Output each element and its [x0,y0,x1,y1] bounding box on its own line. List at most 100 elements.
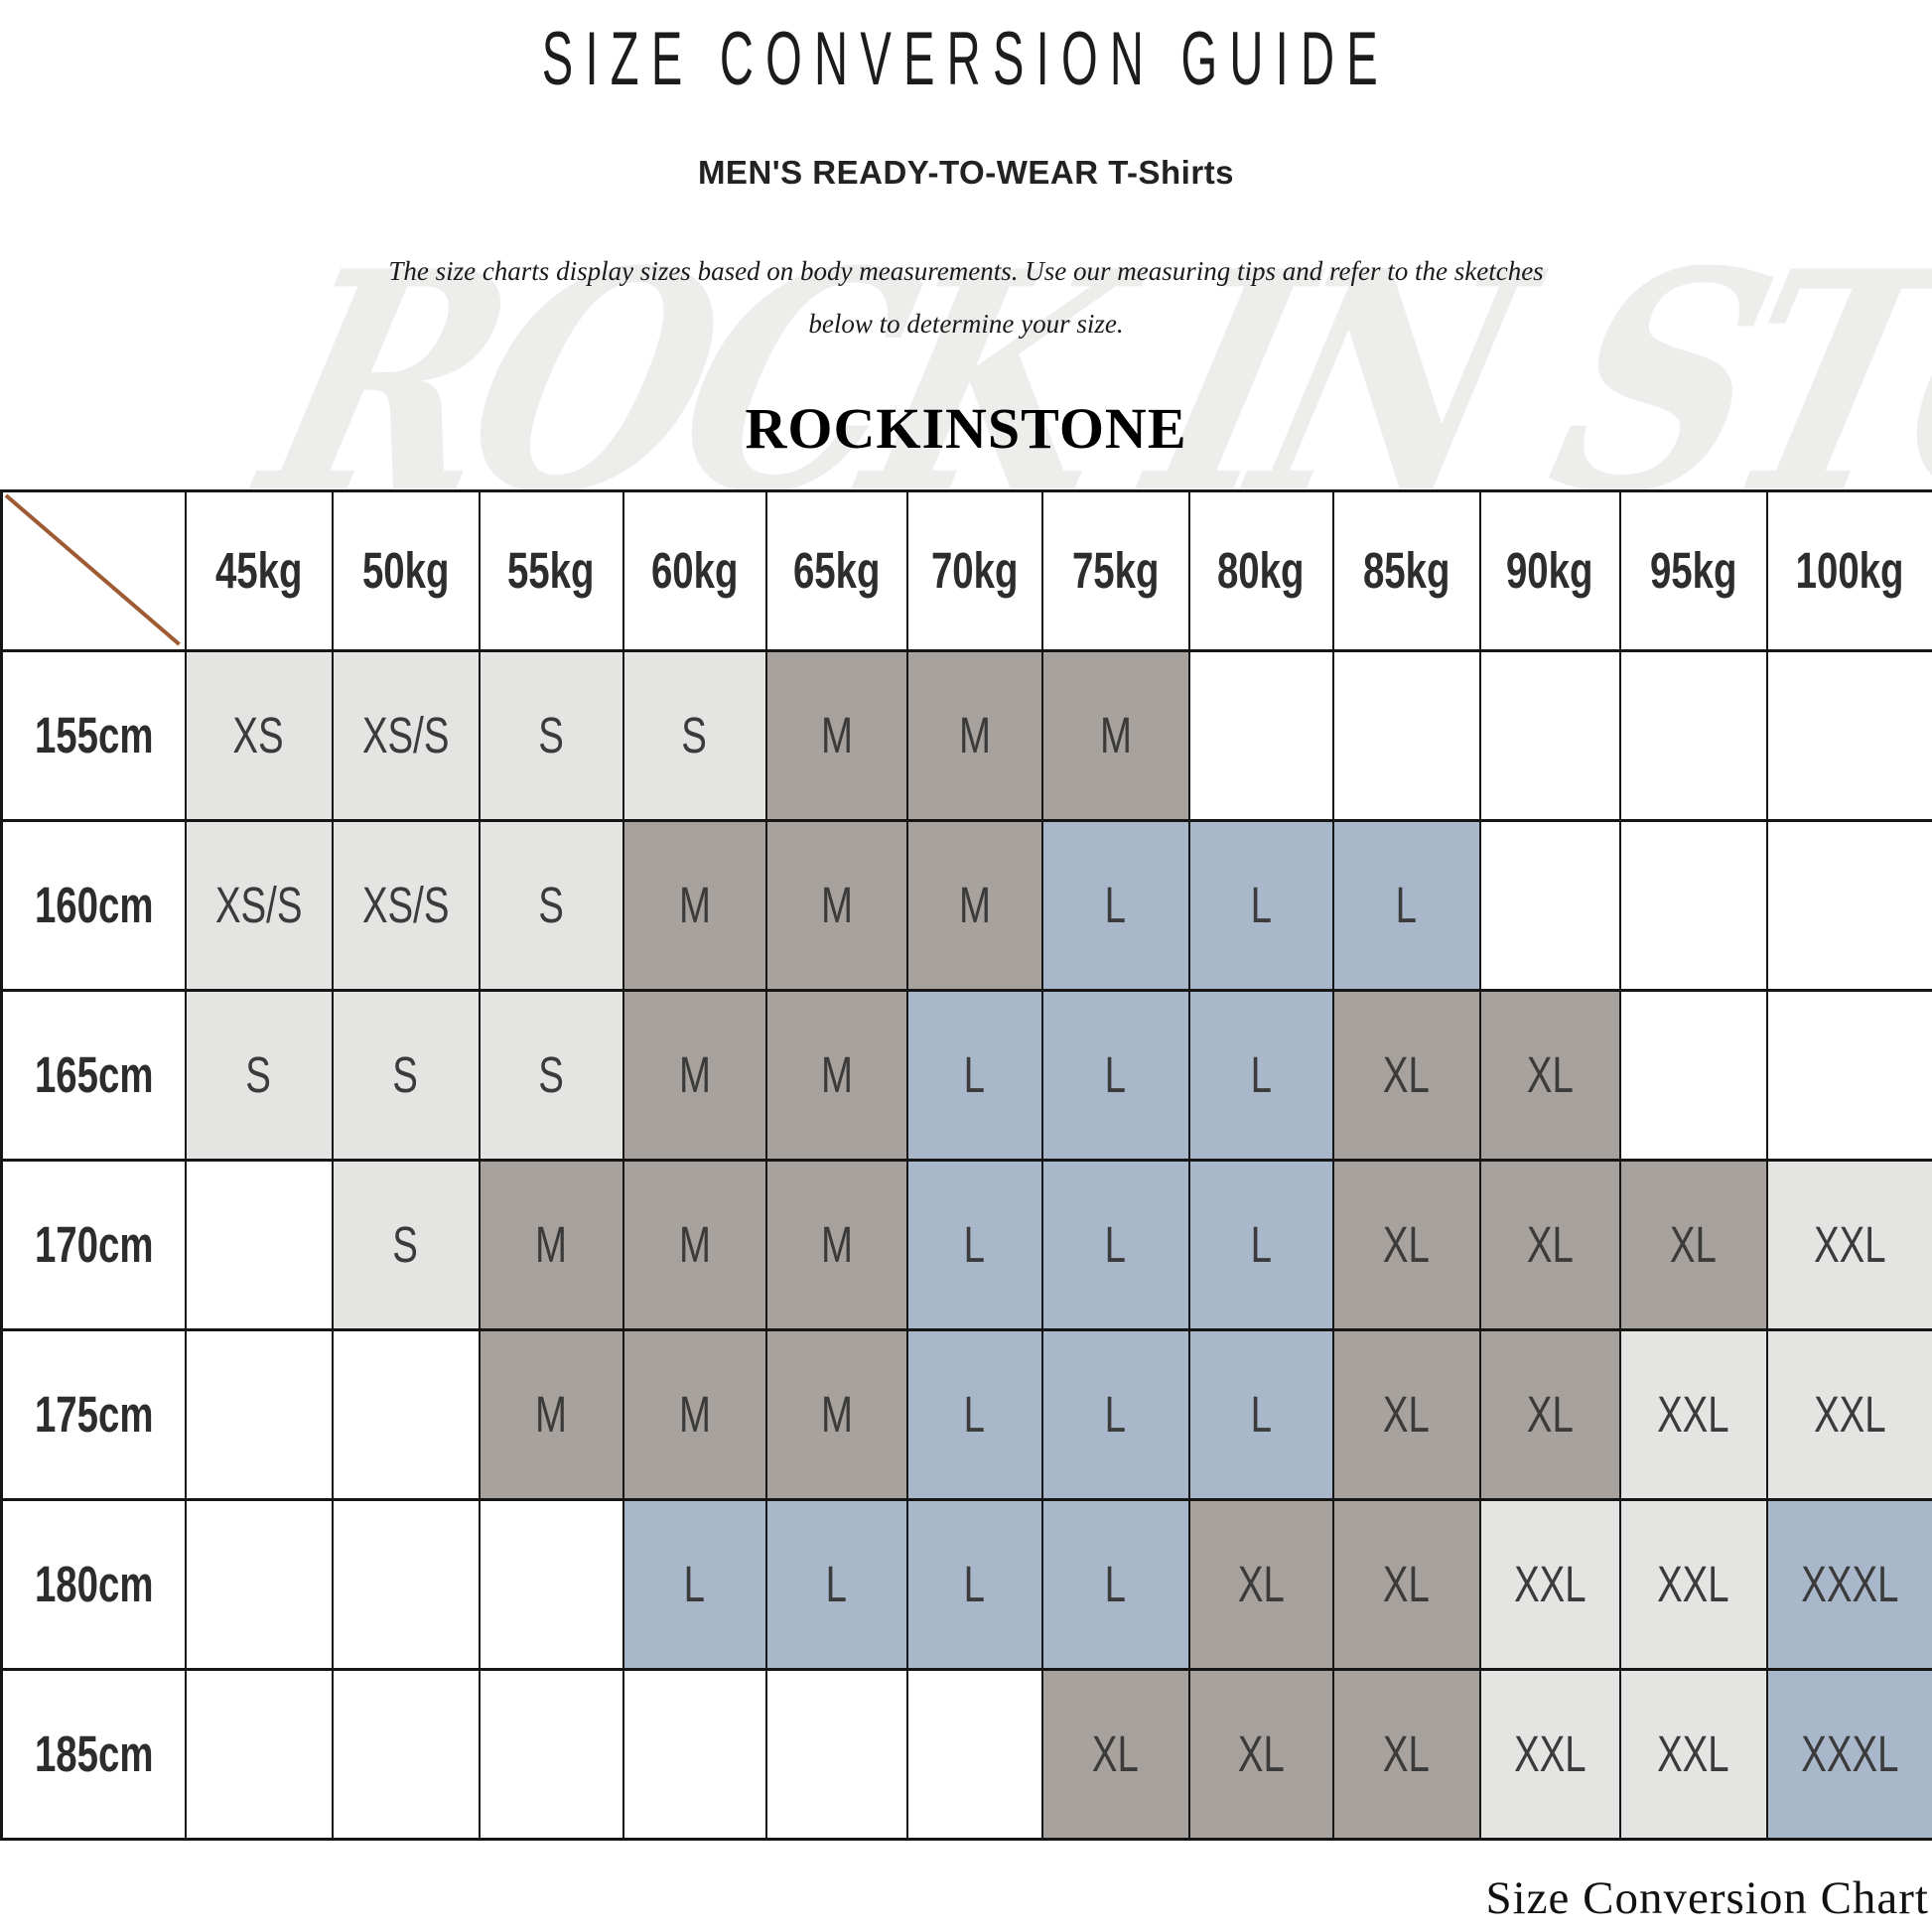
size-cell-value: M [678,1216,711,1274]
size-cell: XS/S [331,819,481,992]
size-cell-value: XL [1383,1216,1430,1274]
size-cell: XL [1331,1159,1481,1331]
size-cell: XL [1618,1159,1768,1331]
size-cell: M [478,1159,624,1331]
row-header: 185cm [0,1668,187,1841]
size-cell: M [621,989,767,1162]
size-cell-value: S [538,877,564,934]
size-cell: L [1040,819,1190,992]
size-cell: L [1040,1498,1190,1671]
table-row: 185cm XL XL XL XXL XXL XXXL [0,1668,1932,1841]
size-cell-value: XL [1237,1556,1285,1613]
size-cell [1618,819,1768,992]
size-cell-value: L [1104,1386,1127,1444]
size-cell: L [1331,819,1481,992]
size-cell: L [764,1498,908,1671]
size-cell: XL [1331,1328,1481,1501]
column-header: 75kg [1040,489,1190,652]
page-title: SIZE CONVERSION GUIDE [0,16,1932,102]
image-caption: Size Conversion Chart [1485,1872,1929,1924]
size-cell: M [621,1159,767,1331]
column-header: 95kg [1618,489,1768,652]
size-cell: XS/S [331,649,481,822]
size-cell-value: XL [1237,1725,1285,1783]
size-cell [478,1668,624,1841]
size-cell: L [1187,989,1334,1162]
column-header: 45kg [184,489,334,652]
size-cell: XL [1478,989,1621,1162]
row-header-label: 180cm [34,1556,154,1613]
size-cell [184,1159,334,1331]
column-header: 50kg [331,489,481,652]
size-cell-value: L [963,1386,986,1444]
size-cell-value: M [1099,707,1132,764]
size-cell-value: XXL [1513,1725,1587,1783]
size-cell: XL [1331,1668,1481,1841]
size-cell-value: M [820,707,853,764]
size-cell: XL [1331,1498,1481,1671]
size-cell-value: L [1250,877,1272,934]
column-header-label: 45kg [214,542,303,600]
size-cell [331,1668,481,1841]
size-cell-value: L [1104,1556,1127,1613]
column-header: 70kg [905,489,1043,652]
size-cell-value: XL [1383,1386,1430,1444]
diagonal-line-svg [4,493,181,646]
size-cell-value: M [678,877,711,934]
row-header: 165cm [0,989,187,1162]
size-cell: L [905,989,1043,1162]
size-cell [621,1668,767,1841]
column-header-label: 65kg [792,542,881,600]
size-cell-value: L [963,1216,986,1274]
size-cell-value: L [825,1556,848,1613]
size-cell-value: XXXL [1801,1725,1899,1783]
size-cell: L [1040,989,1190,1162]
size-cell: M [478,1328,624,1501]
table-row: 170cm S M M M L L L XL XL XL XXL [0,1159,1932,1331]
row-header-label: 170cm [34,1216,154,1274]
size-cell: S [331,1159,481,1331]
size-cell-value: M [678,1046,711,1104]
size-cell [1478,819,1621,992]
size-cell-value: S [392,1046,419,1104]
size-cell: L [905,1498,1043,1671]
size-cell-value: XL [1526,1216,1574,1274]
size-cell-value: M [958,707,991,764]
size-cell [331,1498,481,1671]
size-cell-value: XL [1670,1216,1717,1274]
column-header-label: 80kg [1217,542,1305,600]
size-cell-value: M [820,877,853,934]
header-row: 45kg 50kg 55kg 60kg 65kg 70kg 75kg 80kg 85kg 90kg… [0,489,1932,652]
column-header: 55kg [478,489,624,652]
size-cell-value: XXL [1657,1386,1729,1444]
table-row: 165cm S S S M M L L L XL XL [0,989,1932,1162]
brand-name: ROCKINSTONE [745,396,1187,461]
description-line-2: below to determine your size. [808,309,1124,339]
row-header-label: 185cm [34,1725,154,1783]
column-header: 80kg [1187,489,1334,652]
size-cell: XXL [1478,1668,1621,1841]
size-cell-value: XS/S [214,877,303,934]
size-cell: M [905,649,1043,822]
size-cell [331,1328,481,1501]
size-cell: L [621,1498,767,1671]
page-title-text: SIZE CONVERSION GUIDE [541,17,1391,101]
size-cell-value: S [681,707,708,764]
size-cell-value: L [1104,1046,1127,1104]
size-cell: M [621,819,767,992]
column-header-label: 85kg [1362,542,1450,600]
row-header: 155cm [0,649,187,822]
size-cell-value: L [1104,877,1127,934]
row-header: 160cm [0,819,187,992]
size-cell-value: XL [1383,1046,1430,1104]
size-cell: S [331,989,481,1162]
size-cell: M [764,1328,908,1501]
subtitle: MEN'S READY-TO-WEAR T-Shirts [697,154,1235,191]
diagonal-header-cell [0,489,187,652]
size-cell: XL [1187,1498,1334,1671]
column-header: 60kg [621,489,767,652]
table-row: 160cm XS/S XS/S S M M M L L L [0,819,1932,992]
size-conversion-table: 45kg 50kg 55kg 60kg 65kg 70kg 75kg 80kg 85kg 90kg… [0,489,1932,1841]
column-header-label: 60kg [650,542,739,600]
size-cell: S [184,989,334,1162]
